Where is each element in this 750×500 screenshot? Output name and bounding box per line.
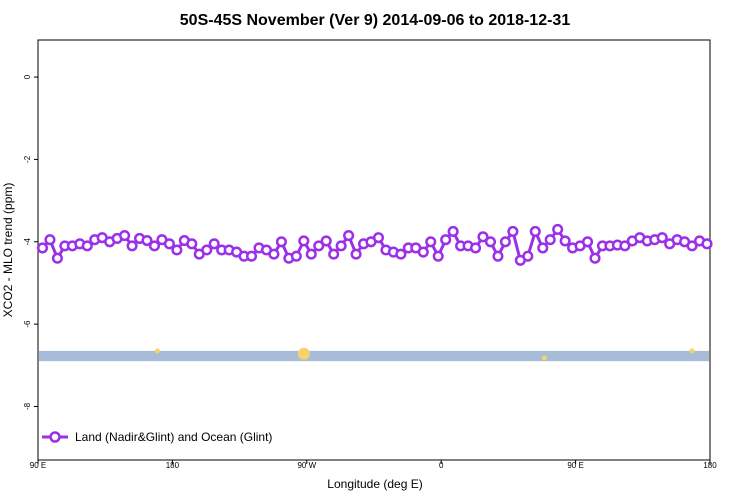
- series-layer: [36, 223, 713, 266]
- data-point: [581, 236, 594, 248]
- land-marker-layer: [154, 347, 695, 361]
- data-point: [686, 240, 698, 252]
- x-tick-label: 180: [703, 461, 717, 470]
- data-point: [313, 240, 325, 252]
- y-tick-label: -4: [23, 238, 32, 246]
- x-tick-label: 90 E: [567, 461, 583, 470]
- data-point: [171, 244, 183, 256]
- y-axis-label: XCO2 - MLO trend (ppm): [1, 183, 15, 318]
- land-marker: [154, 348, 160, 354]
- data-point: [305, 248, 317, 260]
- x-tick-label: 0: [439, 461, 444, 470]
- y-axis-ticks: 0 -2 -4 -6 -8: [23, 74, 38, 410]
- data-point: [544, 234, 556, 246]
- data-point: [499, 236, 511, 248]
- data-point: [372, 232, 385, 244]
- data-point: [537, 242, 549, 254]
- data-point: [148, 240, 161, 252]
- data-point: [350, 248, 362, 260]
- land-marker: [689, 348, 695, 354]
- data-point: [328, 248, 340, 260]
- data-point: [395, 248, 407, 260]
- x-axis-ticks: 90 E 180 90 W 0 90 E 180: [30, 460, 717, 470]
- ocean-band: [39, 350, 709, 362]
- data-point: [275, 236, 287, 248]
- data-point: [163, 238, 175, 250]
- x-axis-label: Longitude (deg E): [327, 477, 422, 491]
- data-point: [477, 231, 489, 243]
- data-point: [51, 252, 63, 264]
- data-point: [417, 246, 429, 258]
- data-point: [440, 234, 452, 246]
- data-point: [559, 235, 571, 247]
- data-point: [268, 248, 280, 260]
- land-marker: [541, 355, 547, 361]
- data-point: [589, 252, 601, 264]
- data-point: [81, 240, 93, 252]
- data-point: [529, 225, 541, 238]
- data-point: [141, 234, 153, 247]
- data-point: [432, 250, 444, 262]
- ocean-band-layer: [39, 350, 709, 362]
- data-point: [335, 240, 347, 252]
- x-tick-label: 90 E: [30, 461, 46, 470]
- x-tick-label: 180: [166, 461, 180, 470]
- land-marker: [297, 347, 310, 360]
- data-point: [552, 223, 564, 235]
- data-point: [208, 238, 220, 250]
- legend: Land (Nadir&Glint) and Ocean (Glint): [42, 430, 272, 444]
- data-point: [245, 250, 258, 262]
- data-point: [522, 250, 534, 262]
- y-tick-label: -2: [23, 155, 32, 163]
- y-tick-label: -8: [23, 402, 32, 410]
- chart-title: 50S-45S November (Ver 9) 2014-09-06 to 2…: [180, 12, 571, 29]
- data-point: [507, 225, 519, 238]
- data-point: [425, 236, 437, 248]
- legend-label: Land (Nadir&Glint) and Ocean (Glint): [75, 430, 272, 444]
- data-point: [469, 242, 482, 254]
- data-point: [44, 234, 56, 246]
- data-point: [484, 236, 497, 248]
- data-point: [126, 240, 138, 252]
- data-point: [492, 250, 504, 262]
- data-point: [298, 235, 310, 247]
- y-tick-label: -6: [23, 320, 32, 328]
- x-tick-label: 90 W: [297, 461, 316, 470]
- data-point: [447, 225, 459, 238]
- data-point: [701, 238, 713, 250]
- data-point: [320, 235, 332, 247]
- legend-marker-swatch: [49, 431, 61, 443]
- data-point: [119, 230, 131, 242]
- data-point: [619, 240, 631, 252]
- data-point: [656, 232, 668, 244]
- data-point: [290, 250, 302, 262]
- data-point: [186, 238, 198, 250]
- data-point: [36, 242, 49, 254]
- y-tick-label: 0: [23, 74, 32, 79]
- data-point: [201, 244, 213, 256]
- data-point: [343, 230, 355, 242]
